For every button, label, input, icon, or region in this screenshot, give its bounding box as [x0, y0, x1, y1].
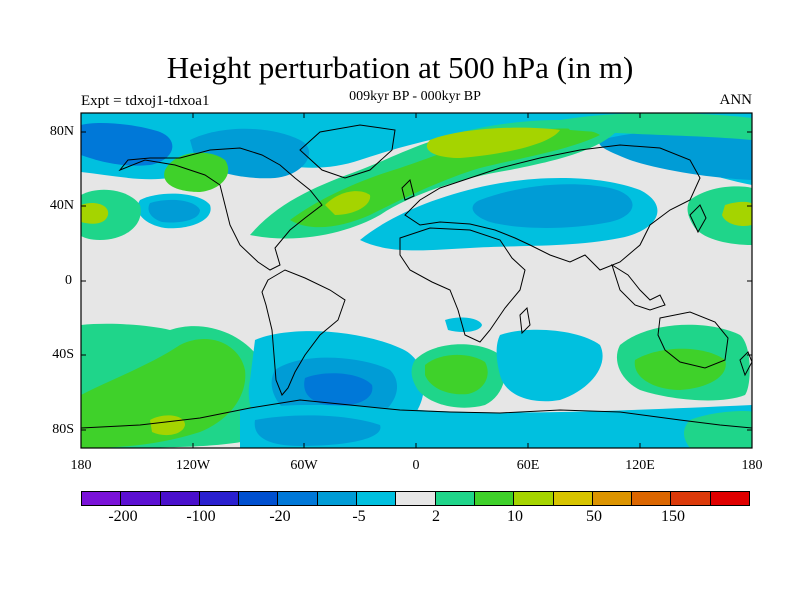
pacific-nw-deep	[148, 199, 200, 223]
y-tick-label: 80S	[52, 422, 74, 437]
south-indian-blue	[496, 329, 603, 402]
australia-coast	[657, 311, 729, 369]
season-label: ANN	[719, 92, 753, 108]
map-title: Height perturbation at 500 hPa (in m)	[166, 50, 634, 85]
ne-asia-green	[560, 113, 752, 140]
colorbar-label: 50	[586, 508, 602, 525]
y-tick-label: 40S	[52, 347, 74, 362]
colorbar-label: 2	[432, 508, 440, 525]
colorbar-label: -200	[108, 508, 138, 525]
colorbar-swatch	[396, 492, 436, 505]
colorbar-swatch	[82, 492, 122, 505]
w-pacific-green	[81, 189, 141, 240]
antarctic-mid-blue	[254, 415, 381, 446]
colorbar-swatch	[121, 492, 161, 505]
colorbar-swatch	[357, 492, 397, 505]
x-tick-label: 120W	[175, 458, 211, 473]
colorbar-label: -5	[352, 508, 366, 525]
w-pacific-yellow	[81, 203, 109, 224]
colorbar-swatch	[317, 492, 358, 505]
africa-coast	[399, 227, 526, 343]
arctic-deep-blue-a	[81, 122, 173, 166]
antarctica-coast	[81, 399, 752, 429]
y-tick-label: 0	[65, 273, 72, 288]
x-tick-label: 60W	[290, 458, 318, 473]
x-tick-label: 0	[412, 458, 420, 473]
x-tick-label: 180	[70, 458, 92, 473]
y-tick-label: 40N	[49, 198, 74, 213]
colorbar	[81, 491, 750, 506]
indian-ocean-lightgreen	[425, 354, 488, 395]
colorbar-swatch	[278, 492, 318, 505]
colorbar-swatch	[553, 492, 593, 505]
colorbar-swatch	[239, 492, 279, 505]
colorbar-swatch	[632, 492, 672, 505]
se-indian-lightgreen	[634, 348, 726, 390]
experiment-label: Expt = tdxoj1-tdxoa1	[81, 93, 210, 109]
southeast-asia-coast	[611, 263, 666, 311]
x-tick-label: 120E	[625, 458, 655, 473]
atlantic-yellow	[325, 191, 371, 215]
colorbar-swatch	[710, 492, 750, 505]
colorbar-label: -20	[269, 508, 291, 525]
y-tick-label: 80N	[49, 124, 74, 139]
south-atlantic-deep	[304, 373, 373, 406]
north-america-coast	[118, 147, 323, 271]
madagascar-coast	[519, 306, 531, 335]
e-pacific-yellow	[722, 201, 752, 226]
eurasia-coast	[404, 144, 701, 271]
eurasia-deep-blue	[472, 184, 633, 228]
colorbar-swatch	[435, 492, 475, 505]
colorbar-swatch	[199, 492, 240, 505]
colorbar-label: 150	[661, 508, 685, 525]
colorbar-label: -100	[186, 508, 216, 525]
colorbar-swatch	[160, 492, 200, 505]
colorbar-swatch	[592, 492, 633, 505]
arctic-yellow	[426, 127, 560, 158]
e-pacific-green	[687, 186, 752, 245]
colorbar-swatch	[671, 492, 711, 505]
south-pacific-lightgreen	[81, 339, 246, 448]
colorbar-swatch	[514, 492, 554, 505]
coastlines	[81, 124, 752, 429]
far-se-green	[684, 410, 752, 448]
britain-coast	[401, 179, 415, 201]
greenland-coast	[299, 124, 396, 179]
south-america-coast	[261, 269, 346, 396]
x-tick-label: 60E	[516, 458, 540, 473]
period-label: 009kyr BP - 000kyr BP	[349, 89, 481, 104]
colorbar-label: 10	[507, 508, 523, 525]
colorbar-swatch	[474, 492, 515, 505]
x-tick-label: 180	[741, 458, 763, 473]
axis-ticks	[81, 113, 752, 448]
new-zealand-coast	[739, 351, 752, 377]
indian-small-blue	[445, 317, 482, 333]
japan-coast	[689, 204, 707, 234]
